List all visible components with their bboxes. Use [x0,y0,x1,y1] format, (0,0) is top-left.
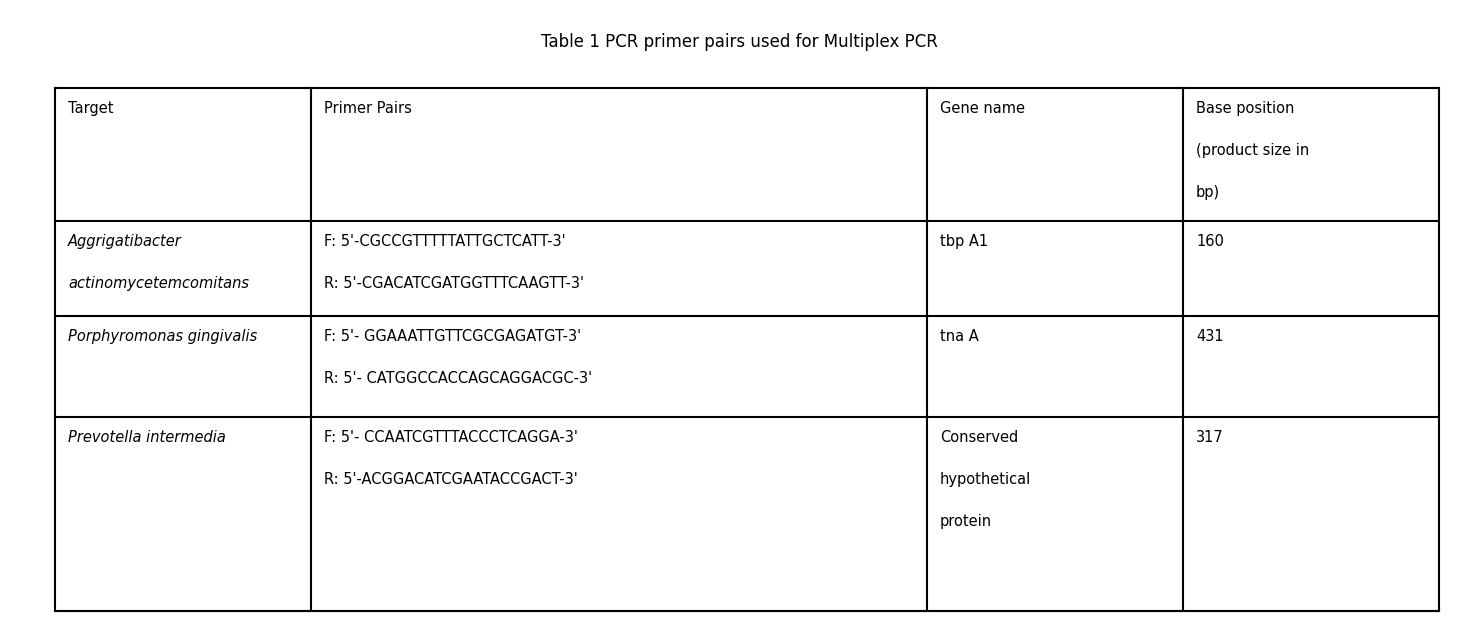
Text: Table 1 PCR primer pairs used for Multiplex PCR: Table 1 PCR primer pairs used for Multip… [541,33,938,51]
Text: Aggrigatibacter

actinomycetemcomitans: Aggrigatibacter actinomycetemcomitans [68,234,248,291]
Text: F: 5'-CGCCGTTTTTATTGCTCATT-3'

R: 5'-CGACATCGATGGTTTCAAGTT-3': F: 5'-CGCCGTTTTTATTGCTCATT-3' R: 5'-CGAC… [324,234,584,291]
Text: F: 5'- CCAATCGTTTACCCTCAGGA-3'

R: 5'-ACGGACATCGAATACCGACT-3': F: 5'- CCAATCGTTTACCCTCAGGA-3' R: 5'-ACG… [324,431,578,487]
Text: Conserved

hypothetical

protein: Conserved hypothetical protein [941,431,1031,530]
Text: F: 5'- GGAAATTGTTCGCGAGATGT-3'

R: 5'- CATGGCCACCAGCAGGACGC-3': F: 5'- GGAAATTGTTCGCGAGATGT-3' R: 5'- CA… [324,329,592,385]
Text: 317: 317 [1197,431,1223,445]
Text: tbp A1: tbp A1 [941,234,988,249]
Text: Target: Target [68,101,114,116]
Text: tna A: tna A [941,329,979,343]
Text: Prevotella intermedia: Prevotella intermedia [68,431,226,445]
Text: 431: 431 [1197,329,1223,343]
Text: Primer Pairs: Primer Pairs [324,101,413,116]
Text: Gene name: Gene name [941,101,1025,116]
Text: Porphyromonas gingivalis: Porphyromonas gingivalis [68,329,257,343]
Text: 160: 160 [1197,234,1223,249]
Text: Base position

(product size in

bp): Base position (product size in bp) [1197,101,1309,200]
